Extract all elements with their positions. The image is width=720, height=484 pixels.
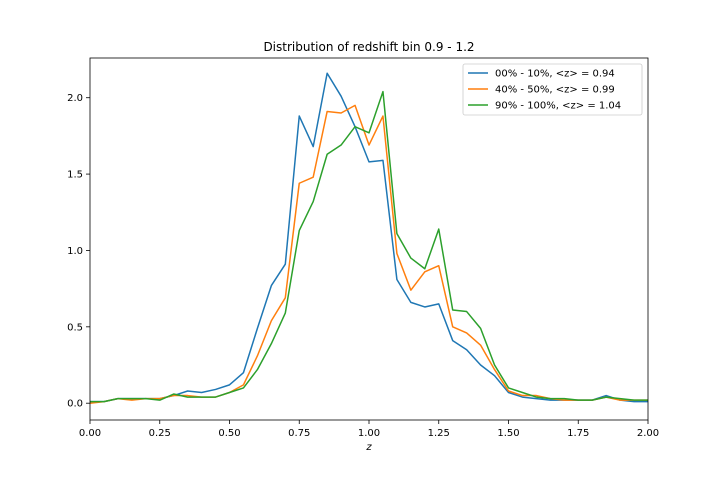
x-tick-label: 0.00 [79, 428, 101, 439]
x-tick-label: 0.75 [288, 428, 310, 439]
x-tick-label: 2.00 [637, 428, 659, 439]
y-tick-label: 1.5 [67, 170, 83, 181]
x-axis-label: z [365, 442, 372, 453]
x-tick-label: 0.25 [149, 428, 171, 439]
legend-label-1: 00% - 10%, <z> = 0.94 [495, 69, 615, 80]
legend-label-2: 40% - 50%, <z> = 0.99 [495, 85, 615, 96]
y-tick-label: 1.0 [67, 246, 83, 257]
y-tick-label: 2.0 [67, 93, 83, 104]
legend-label-3: 90% - 100%, <z> = 1.04 [495, 101, 621, 112]
plot-area: 0.00 0.25 0.50 0.75 1.00 1.25 1.50 1.75 2.00 0.0 0… [67, 57, 659, 439]
series-line-3 [90, 90, 648, 403]
x-tick-label: 1.75 [567, 428, 589, 439]
x-tick-label: 1.50 [497, 428, 519, 439]
chart-title: Distribution of redshift bin 0.9 - 1.2 [263, 40, 474, 54]
x-tick-label: 1.00 [358, 428, 380, 439]
y-tick-label: 0.5 [67, 322, 83, 333]
legend: 00% - 10%, <z> = 0.94 40% - 50%, <z> = 0.… [462, 63, 643, 116]
series-line-1 [90, 72, 648, 403]
legend-box [462, 63, 643, 116]
y-tick-label: 0.0 [67, 399, 83, 410]
x-tick-label: 0.50 [218, 428, 240, 439]
x-tick-label: 1.25 [428, 428, 450, 439]
